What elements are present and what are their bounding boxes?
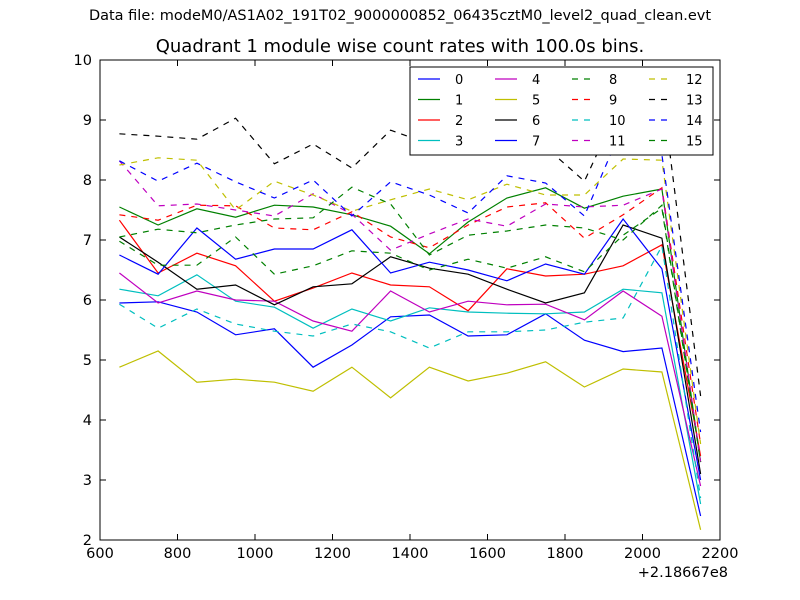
series-line-2 — [118, 219, 702, 457]
series-line-4 — [119, 272, 702, 487]
x-tick-label: 1200 — [314, 546, 351, 562]
legend-label-11: 11 — [609, 135, 626, 150]
series-line-6 — [119, 224, 702, 475]
y-tick-label: 9 — [83, 113, 92, 129]
legend-label-5: 5 — [532, 94, 540, 109]
y-tick-label: 3 — [83, 473, 92, 489]
series-line-11 — [118, 160, 702, 463]
x-tick-label: 1800 — [547, 546, 584, 562]
series-line-12 — [119, 157, 702, 445]
series-line-7 — [119, 217, 702, 481]
y-tick-label: 4 — [83, 413, 92, 429]
series-line-8 — [119, 207, 702, 463]
y-tick-label: 6 — [83, 293, 92, 309]
legend-label-9: 9 — [609, 94, 617, 109]
series-line-3 — [119, 274, 702, 505]
legend-label-12: 12 — [686, 73, 703, 88]
series-line-15 — [119, 186, 702, 463]
series-line-13 — [119, 89, 702, 397]
legend-label-4: 4 — [532, 73, 540, 88]
y-tick-label: 10 — [74, 53, 92, 69]
legend-label-13: 13 — [686, 94, 703, 109]
legend-label-0: 0 — [455, 73, 463, 88]
legend-label-15: 15 — [686, 135, 703, 150]
y-tick-label: 8 — [83, 173, 92, 189]
legend-label-8: 8 — [609, 73, 617, 88]
y-tick-label: 7 — [83, 233, 92, 249]
y-tick-label: 2 — [83, 533, 92, 549]
legend-label-3: 3 — [455, 135, 463, 150]
x-tick-label: 2200 — [702, 546, 739, 562]
x-tick-label: 1000 — [237, 546, 274, 562]
data-file-label: Data file: modeM0/AS1A02_191T02_90000008… — [88, 8, 712, 24]
x-tick-label: 2000 — [624, 546, 661, 562]
series-line-14 — [119, 123, 702, 433]
y-tick-label: 5 — [83, 353, 92, 369]
legend-label-10: 10 — [609, 114, 626, 129]
legend-label-7: 7 — [532, 135, 540, 150]
series-line-1 — [119, 187, 702, 463]
series-line-0 — [119, 301, 702, 517]
chart-title: Quadrant 1 module wise count rates with … — [155, 36, 645, 57]
series-line-5 — [119, 350, 702, 530]
x-tick-label: 800 — [164, 546, 192, 562]
legend-label-14: 14 — [686, 114, 703, 129]
legend-label-2: 2 — [455, 114, 463, 129]
x-tick-label: 600 — [86, 546, 114, 562]
series-line-9 — [119, 186, 702, 445]
x-offset-label: +2.18667e8 — [638, 565, 728, 581]
x-tick-label: 1600 — [469, 546, 506, 562]
legend-label-6: 6 — [532, 114, 540, 129]
series-line-10 — [119, 244, 702, 499]
x-tick-label: 1400 — [392, 546, 429, 562]
legend-label-1: 1 — [455, 94, 463, 109]
